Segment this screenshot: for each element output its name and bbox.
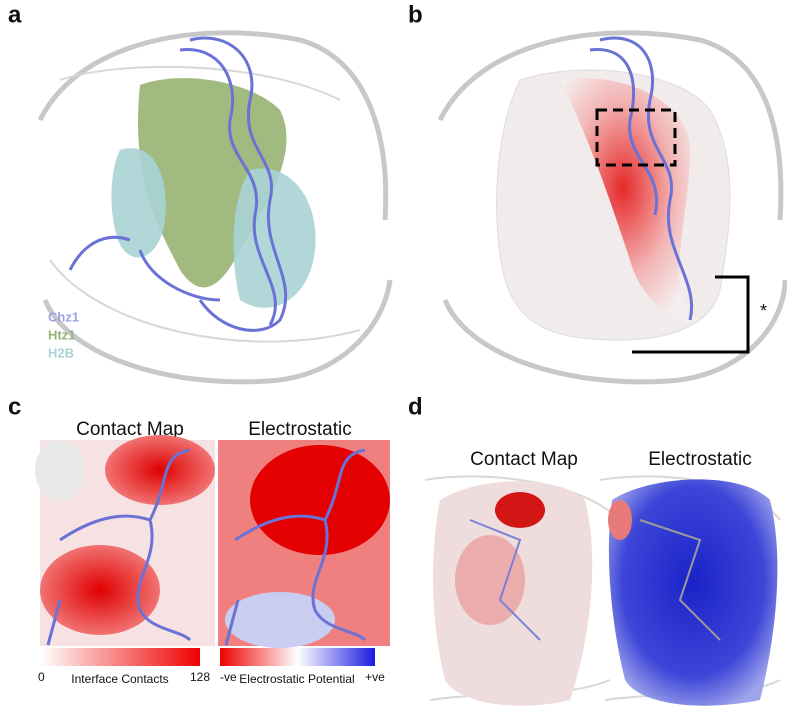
legend-entry: Htz1 <box>48 327 75 342</box>
panel-b: b * <box>408 1 787 385</box>
panel-label: b <box>408 1 423 28</box>
colorbar-title: Electrostatic Potential <box>239 672 354 686</box>
colorbar-min: -ve <box>220 670 237 684</box>
panel-title: Electrostatic <box>648 449 751 470</box>
colorbar-title: Interface Contacts <box>71 672 168 686</box>
panel-label: a <box>8 1 22 28</box>
contact-map-render <box>35 435 215 646</box>
colorbar-max: 128 <box>190 670 210 684</box>
legend-entry: Chz1 <box>48 309 79 324</box>
colorbar-max: +ve <box>365 670 385 684</box>
panel-title: Electrostatic <box>248 419 351 440</box>
electrostatic-render <box>599 475 781 706</box>
panel-d: d Contact Map Electrostatic <box>408 393 781 706</box>
contact-map-render <box>424 475 621 706</box>
colorbar <box>40 648 200 666</box>
panel-a: a Chz1 Htz1 H2B <box>8 1 393 385</box>
annotation: * <box>760 301 767 321</box>
panel-title: Contact Map <box>76 419 184 440</box>
electrostatic-render <box>218 440 390 648</box>
nucleosome-render <box>37 30 393 385</box>
panel-title: Contact Map <box>470 449 578 470</box>
surface-render <box>437 30 787 385</box>
panel-label: c <box>8 393 21 420</box>
legend-entry: H2B <box>48 345 74 360</box>
panel-c: c Contact Map Electrostatic 0 Interface … <box>8 393 390 686</box>
colorbar-min: 0 <box>38 670 45 684</box>
panel-label: d <box>408 393 423 420</box>
colorbar <box>220 648 375 666</box>
